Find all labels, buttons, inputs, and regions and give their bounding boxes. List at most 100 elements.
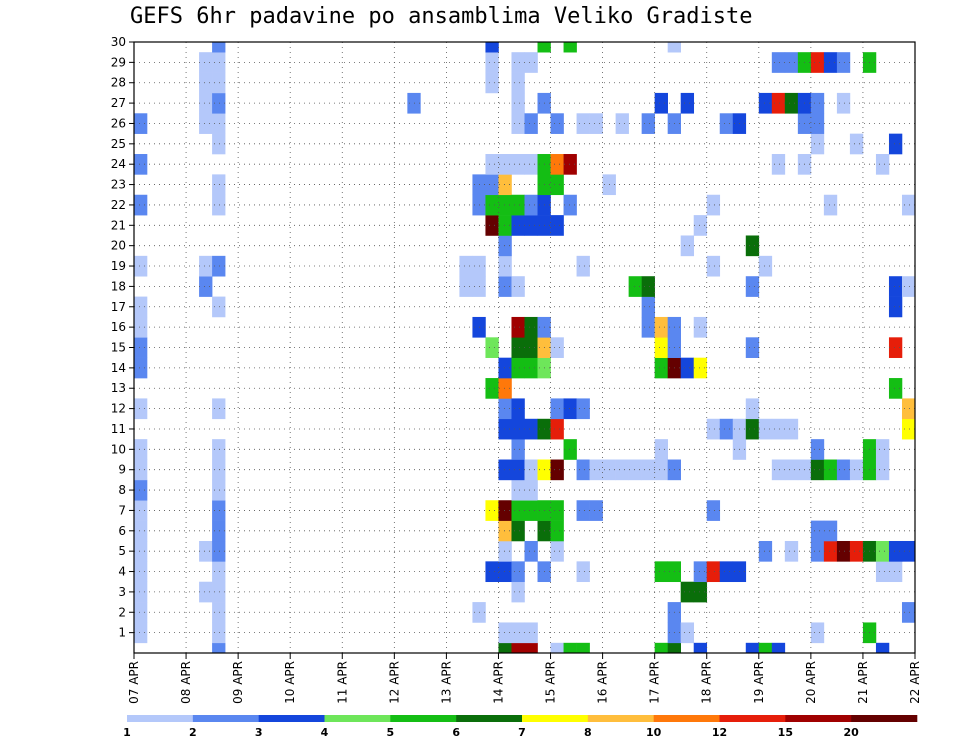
heatmap-cell xyxy=(784,92,799,114)
colorbar-label: 5 xyxy=(387,726,395,739)
x-tick-label: 13 APR xyxy=(439,661,453,704)
heatmap-cell xyxy=(199,581,213,603)
x-tick-label: 10 APR xyxy=(283,661,297,704)
heatmap-cell xyxy=(654,316,668,338)
heatmap-cell xyxy=(524,113,538,134)
colorbar-label: 12 xyxy=(712,726,727,739)
heatmap-cell xyxy=(498,235,512,257)
heatmap-cell xyxy=(511,642,525,654)
chart-title: GEFS 6hr padavine po ansamblima Veliko G… xyxy=(130,4,753,29)
heatmap-cell xyxy=(758,540,773,562)
heatmap-cell xyxy=(576,459,590,481)
y-tick-label: 27 xyxy=(111,96,126,110)
heatmap-cell xyxy=(212,602,226,623)
heatmap-cell xyxy=(810,92,825,114)
heatmap-cell xyxy=(485,72,499,94)
heatmap-cell xyxy=(875,459,890,481)
heatmap-cell xyxy=(550,459,564,481)
heatmap-cell xyxy=(901,398,916,420)
heatmap-cell xyxy=(511,337,525,358)
heatmap-cell xyxy=(212,642,226,654)
heatmap-cell xyxy=(511,622,525,644)
heatmap-cell xyxy=(134,398,148,420)
colorbar: 1 2 3 4 5 6 7 8 10 12 15 20 xyxy=(123,715,918,739)
y-tick-label: 16 xyxy=(111,320,126,334)
heatmap-cell xyxy=(498,398,512,420)
heatmap-cell xyxy=(758,642,773,654)
heatmap-cell xyxy=(719,113,734,134)
heatmap-cell xyxy=(589,459,603,481)
y-tick-label: 26 xyxy=(111,116,126,130)
heatmap-cell xyxy=(901,540,916,562)
heatmap-cell xyxy=(784,540,799,562)
colorbar-swatch xyxy=(851,715,918,722)
heatmap-cell xyxy=(693,215,708,236)
heatmap-cell xyxy=(511,276,525,297)
heatmap-cell xyxy=(745,235,760,257)
heatmap-cell xyxy=(524,316,538,338)
colorbar-label: 6 xyxy=(452,726,460,739)
heatmap-cell xyxy=(706,255,721,277)
y-tick-label: 25 xyxy=(111,137,126,151)
heatmap-cell xyxy=(212,479,226,501)
heatmap-cell xyxy=(212,296,226,318)
heatmap-cell xyxy=(901,194,916,216)
heatmap-cell xyxy=(511,154,525,175)
heatmap-cell xyxy=(511,479,525,501)
y-tick-label: 6 xyxy=(118,524,126,538)
heatmap-cell xyxy=(498,642,512,654)
heatmap-cell xyxy=(498,622,512,644)
heatmap-cell xyxy=(680,92,695,114)
heatmap-cell xyxy=(212,459,226,481)
y-tick-label: 24 xyxy=(111,157,126,171)
colorbar-label: 15 xyxy=(778,726,793,739)
colorbar-label: 1 xyxy=(123,726,131,739)
colorbar-swatch xyxy=(456,715,523,722)
x-tick-label: 21 APR xyxy=(856,661,870,704)
heatmap-cell xyxy=(212,520,226,542)
x-tick-label: 07 APR xyxy=(127,661,141,704)
heatmap-cell xyxy=(511,316,525,338)
colorbar-swatch xyxy=(785,715,852,722)
heatmap-cell xyxy=(706,194,721,216)
heatmap-cell xyxy=(641,459,655,481)
heatmap-cell xyxy=(719,561,734,583)
heatmap-cell xyxy=(524,479,538,501)
y-tick-label: 4 xyxy=(118,565,126,579)
heatmap-cell xyxy=(485,154,499,175)
colorbar-swatch xyxy=(127,715,194,722)
heatmap-cell xyxy=(706,561,721,583)
y-tick-label: 9 xyxy=(118,463,126,477)
heatmap-cell xyxy=(745,337,760,358)
x-tick-label: 12 APR xyxy=(387,661,401,704)
heatmap-cell xyxy=(667,42,681,53)
y-tick-label: 1 xyxy=(118,626,126,640)
heatmap-cell xyxy=(498,459,512,481)
heatmap-cell xyxy=(212,561,226,583)
heatmap-cell xyxy=(823,52,838,73)
heatmap-cell xyxy=(693,561,708,583)
heatmap-cell xyxy=(524,642,538,654)
heatmap-cell xyxy=(849,133,864,155)
heatmap-cell xyxy=(485,42,499,53)
heatmap-cell xyxy=(498,520,512,542)
heatmap-cell xyxy=(134,194,148,216)
heatmap-cell xyxy=(875,642,890,654)
heatmap-cell xyxy=(199,255,213,277)
heatmap-cell xyxy=(212,72,226,94)
heatmap-cell xyxy=(212,255,226,277)
heatmap-cell xyxy=(134,357,148,379)
heatmap-cell xyxy=(745,642,760,654)
heatmap-cell xyxy=(511,398,525,420)
heatmap-cell xyxy=(654,92,668,114)
heatmap-cell xyxy=(212,194,226,216)
heatmap-cell xyxy=(719,418,734,440)
heatmap-cell xyxy=(511,92,525,114)
heatmap-cell xyxy=(134,602,148,623)
x-tick-label: 19 APR xyxy=(752,661,766,704)
heatmap-cell xyxy=(134,540,148,562)
colorbar-swatch xyxy=(653,715,720,722)
heatmap-cell xyxy=(134,154,148,175)
heatmap-cell xyxy=(576,642,590,654)
